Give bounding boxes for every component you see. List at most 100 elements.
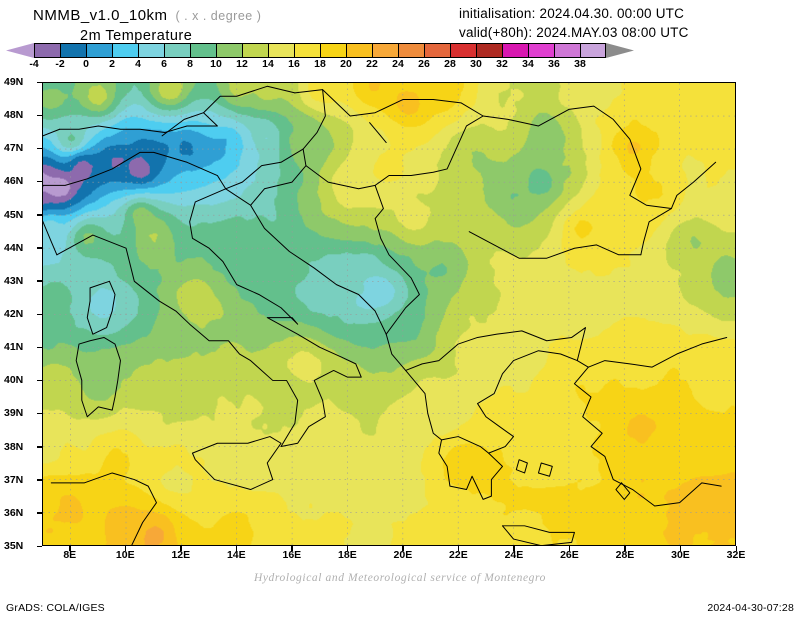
map-plot-area[interactable]: [42, 82, 736, 546]
colorbar-tick-32: 32: [496, 58, 508, 70]
colorbar-tick-0: 0: [83, 58, 89, 70]
model-name-text: NMMB_v1.0_10km: [33, 7, 168, 24]
lat-tickmark: [37, 214, 42, 216]
colorbar-cell-28: [450, 43, 476, 58]
lon-tick-26E: 26E: [560, 549, 579, 561]
lat-tickmark: [37, 313, 42, 315]
lon-tickmark: [679, 546, 682, 551]
lon-tickmark: [402, 546, 404, 551]
lat-tickmark: [37, 545, 42, 547]
colorbar-tick-6: 6: [161, 58, 167, 70]
lon-tick-12E: 12E: [171, 549, 191, 561]
lat-tickmark: [37, 479, 42, 481]
colorbar-cell-36: [554, 43, 580, 58]
valid-time: valid(+80h): 2024.MAY.03 08:00 UTC: [459, 25, 689, 40]
colorbar-tick-2: 2: [109, 58, 115, 70]
colorbar-cell-30: [476, 43, 502, 58]
lon-tick-20E: 20E: [393, 549, 413, 561]
lon-tick-32E: 32E: [726, 549, 746, 561]
colorbar-cell-4: [138, 43, 164, 58]
field-title: 2m Temperature: [80, 28, 193, 44]
lon-tickmark: [346, 546, 349, 551]
colorbar-cell-22: [372, 43, 398, 58]
lon-tickmark: [624, 546, 626, 551]
colorbar-cell-24: [398, 43, 424, 58]
colorbar-tick-26: 26: [418, 58, 430, 70]
lat-tick-43N: 43N: [4, 274, 24, 287]
colorbar-cell--4: [34, 43, 60, 58]
colorbar-cell-20: [346, 43, 372, 58]
grads-attribution: GrADS: COLA/IGES: [6, 602, 105, 614]
lon-tickmark: [735, 546, 737, 551]
lat-tickmark: [37, 147, 42, 150]
colorbar-tick--4: -4: [29, 58, 39, 70]
colorbar-tick-10: 10: [210, 58, 222, 70]
lat-tickmark: [37, 412, 42, 415]
lat-tick-45N: 45N: [4, 208, 24, 221]
lon-tickmark: [291, 546, 293, 551]
colorbar-cell-26: [424, 43, 450, 58]
colorbar-cell-14: [268, 43, 294, 58]
colorbar-cell-0: [86, 43, 112, 58]
colorbar-tick-36: 36: [548, 58, 560, 70]
service-credit: Hydrological and Meteorological service …: [253, 572, 547, 584]
lat-tick-46N: 46N: [4, 175, 24, 188]
lon-tick-28E: 28E: [615, 549, 635, 561]
colorbar-tick-28: 28: [444, 58, 456, 70]
temperature-colorbar: [6, 43, 634, 58]
colorbar-cell-6: [164, 43, 190, 58]
colorbar-tick-24: 24: [392, 58, 404, 70]
lon-tickmark: [513, 546, 515, 551]
lat-tickmark: [37, 180, 42, 183]
lat-tick-49N: 49N: [4, 76, 24, 88]
lon-tickmark: [568, 546, 571, 551]
colorbar-cell-34: [528, 43, 554, 58]
colorbar-tick-16: 16: [288, 58, 300, 70]
lat-tickmark: [37, 346, 42, 349]
lat-tick-48N: 48N: [4, 109, 24, 122]
colorbar-over-arrow-icon: [606, 43, 634, 58]
lat-tick-39N: 39N: [4, 407, 24, 420]
colorbar-tick-8: 8: [187, 58, 193, 70]
lon-tick-22E: 22E: [449, 549, 468, 561]
colorbar-cell-38: [580, 43, 606, 58]
lat-tickmark: [37, 280, 42, 282]
lon-tick-8E: 8E: [63, 549, 77, 561]
colorbar-cell-18: [320, 43, 346, 58]
colorbar-cell-10: [216, 43, 242, 58]
lat-tick-44N: 44N: [4, 241, 24, 254]
colorbar-cell-8: [190, 43, 216, 58]
lat-tickmark: [37, 81, 42, 83]
colorbar-cells: [34, 43, 606, 58]
colorbar-under-arrow-icon: [6, 43, 34, 58]
colorbar-tick-12: 12: [236, 58, 248, 70]
lat-tick-36N: 36N: [4, 506, 24, 519]
colorbar-cell-2: [112, 43, 138, 58]
colorbar-cell-12: [242, 43, 268, 58]
temperature-field-raster: [43, 83, 735, 545]
colorbar-cell--2: [60, 43, 86, 58]
lat-tick-38N: 38N: [4, 440, 24, 453]
colorbar-tick-20: 20: [340, 58, 352, 70]
lon-tick-18E: 18E: [338, 549, 357, 561]
colorbar-tick-38: 38: [574, 58, 586, 70]
colorbar-tick-30: 30: [470, 58, 482, 70]
colorbar-tick-34: 34: [522, 58, 534, 70]
lat-tick-35N: 35N: [4, 540, 24, 552]
lon-tickmark: [457, 546, 460, 551]
render-timestamp: 2024-04-30-07:28: [707, 602, 794, 614]
lat-tickmark: [37, 379, 42, 382]
lon-tick-10E: 10E: [115, 549, 135, 561]
lat-tick-42N: 42N: [4, 308, 24, 320]
model-units-text: ( . x . degree ): [175, 9, 262, 23]
colorbar-cell-16: [294, 43, 320, 58]
colorbar-tick-4: 4: [135, 58, 141, 70]
colorbar-tick-14: 14: [262, 58, 274, 70]
lon-tick-16E: 16E: [282, 549, 302, 561]
lat-tick-40N: 40N: [4, 374, 24, 387]
lat-tick-47N: 47N: [4, 142, 24, 155]
lon-tick-30E: 30E: [671, 549, 690, 561]
lat-tickmark: [37, 446, 42, 448]
lat-tick-41N: 41N: [4, 341, 24, 354]
colorbar-swatches: [6, 43, 634, 58]
